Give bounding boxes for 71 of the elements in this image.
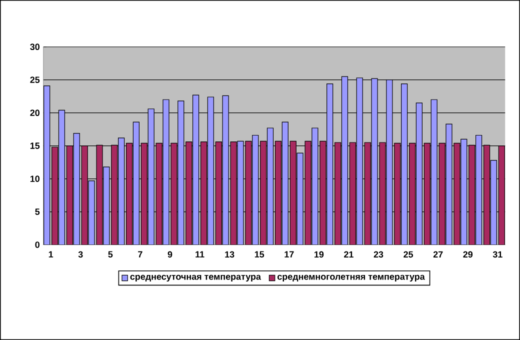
y-tick-label: 30: [30, 44, 40, 50]
x-tick-label: 23: [374, 251, 384, 258]
bar: [118, 138, 125, 245]
bar: [207, 96, 214, 245]
bar: [52, 146, 58, 245]
y-tick-label: 5: [35, 208, 40, 215]
bar: [334, 142, 342, 245]
bar: [148, 108, 154, 245]
bar: [475, 134, 482, 245]
bar: [290, 140, 296, 245]
bar: [394, 142, 401, 245]
bar: [416, 102, 423, 245]
bar: [81, 145, 88, 245]
x-tick-label: 5: [108, 251, 113, 258]
bar: [126, 142, 133, 245]
y-tick-label: 15: [30, 142, 40, 149]
legend-label: среднемноголетняя температура: [278, 274, 425, 282]
bar: [356, 78, 363, 245]
bar: [66, 145, 74, 245]
bar: [460, 138, 468, 245]
bar: [483, 144, 490, 245]
bar: [424, 142, 430, 245]
bar: [490, 160, 497, 245]
bar: [260, 140, 267, 245]
x-tick-label: 17: [284, 251, 294, 258]
bar: [178, 100, 184, 245]
x-tick-label: 13: [225, 251, 234, 258]
x-tick-label: 31: [492, 251, 502, 258]
bar: [498, 145, 505, 245]
bar: [430, 99, 438, 245]
bar: [266, 128, 274, 245]
bar: [364, 142, 371, 245]
bar: [408, 142, 416, 245]
x-tick-label: 1: [48, 251, 54, 258]
legend-label: среднесуточная температура: [130, 274, 262, 282]
x-tick-label: 19: [314, 251, 324, 258]
bar: [111, 144, 118, 245]
bar: [58, 110, 66, 245]
bar: [44, 86, 50, 245]
bar: [341, 76, 348, 245]
bar: [282, 122, 288, 245]
x-tick-label: 21: [344, 251, 354, 258]
bar: [386, 80, 393, 245]
x-tick-label: 29: [463, 251, 473, 258]
x-tick-label: 15: [254, 251, 264, 258]
y-tick-label: 0: [35, 242, 40, 248]
bar: [73, 132, 80, 245]
x-tick-label: 27: [433, 251, 443, 258]
bar: [215, 142, 222, 245]
bar: [468, 144, 476, 245]
bar: [156, 142, 162, 245]
bar: [349, 142, 356, 245]
x-tick-label: 11: [196, 251, 204, 258]
bar: [192, 94, 200, 245]
x-tick-label: 25: [404, 251, 414, 258]
bar: [438, 142, 446, 245]
bar: [140, 142, 148, 245]
x-tick-label: 3: [78, 251, 83, 258]
bar: [252, 134, 259, 245]
bar: [326, 83, 334, 245]
bar: [186, 142, 192, 245]
bar: [132, 122, 140, 245]
y-tick-label: 20: [30, 110, 40, 116]
bar: [401, 83, 408, 245]
y-tick-label: 10: [30, 176, 40, 182]
bar: [274, 140, 282, 245]
x-tick-label: 9: [168, 251, 172, 258]
bar: [200, 142, 208, 245]
y-tick-label: 25: [30, 76, 40, 83]
x-tick-label: 7: [138, 251, 142, 258]
bar: [103, 166, 110, 245]
